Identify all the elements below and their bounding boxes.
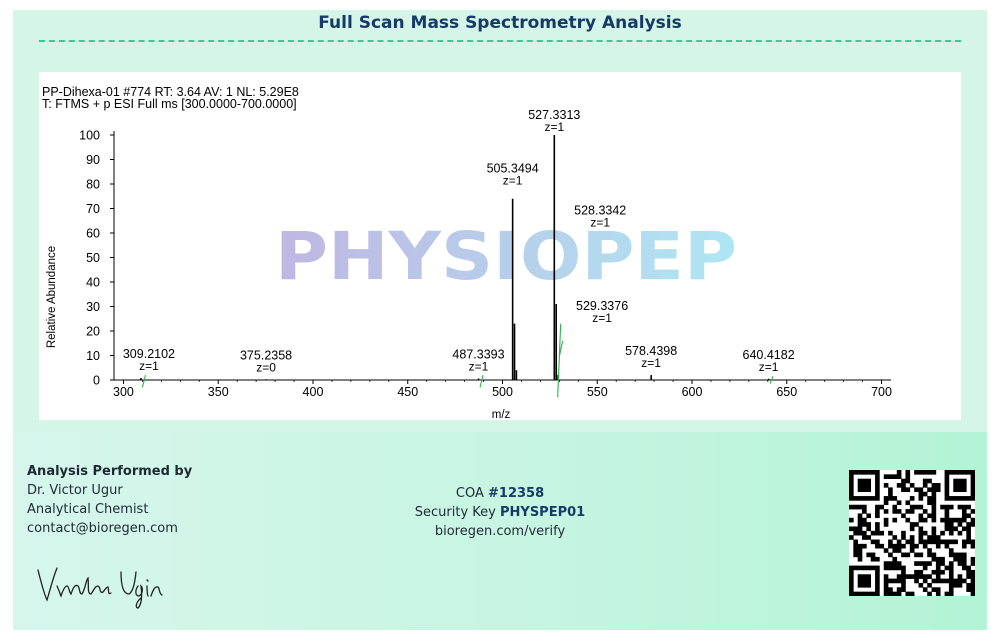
report-title: Full Scan Mass Spectrometry Analysis (318, 13, 682, 33)
coa-number: #12358 (488, 486, 545, 501)
y-tick-label: 0 (93, 374, 100, 388)
coa-line: COA #12358 (350, 484, 650, 503)
y-tick-label: 30 (86, 300, 100, 314)
security-key-line: Security Key PHYSPEP01 (350, 503, 650, 522)
analyst-name: Dr. Victor Ugur (27, 483, 123, 498)
chart-header-line-2: T: FTMS + p ESI Full ms [300.0000-700.00… (42, 97, 297, 111)
report-frame: Full Scan Mass Spectrometry Analysis PP-… (13, 10, 987, 630)
analyst-heading: Analysis Performed by (27, 464, 193, 479)
analyst-email: contact@bioregen.com (27, 521, 178, 536)
x-tick-label: 550 (587, 385, 608, 399)
coa-label: COA (455, 486, 484, 501)
y-tick-label: 90 (86, 153, 100, 167)
peak-mz-label: 640.4182 (743, 348, 795, 362)
peak-charge-label: z=1 (641, 356, 661, 370)
peak-mz-label: 528.3342 (574, 203, 626, 217)
peak-charge-label: z=1 (503, 174, 523, 188)
x-tick-label: 700 (871, 385, 892, 399)
analyst-info: Analysis Performed by Dr. Victor Ugur An… (27, 462, 192, 538)
y-tick-label: 60 (86, 227, 100, 241)
coa-info: COA #12358 Security Key PHYSPEP01 bioreg… (350, 484, 650, 541)
isotope-fit-mark (557, 323, 562, 398)
physiopep-watermark: PHYSIOPEP (275, 218, 737, 295)
y-tick-label: 70 (86, 202, 100, 216)
peak-mz-label: 505.3494 (487, 162, 539, 176)
x-tick-label: 300 (113, 385, 134, 399)
peak-mz-label: 578.4398 (625, 344, 677, 358)
y-tick-label: 100 (79, 129, 100, 143)
peak-charge-label: z=1 (544, 120, 564, 134)
y-tick-label: 10 (86, 349, 100, 363)
title-divider (39, 40, 961, 42)
isotope-fit-mark (141, 374, 146, 388)
peak-charge-label: z=1 (139, 359, 159, 373)
peak-charge-label: z=1 (590, 215, 610, 229)
analyst-signature (37, 567, 163, 609)
chart-header-line-1: PP-Dihexa-01 #774 RT: 3.64 AV: 1 NL: 5.2… (42, 85, 299, 99)
peak-mz-label: 529.3376 (576, 299, 628, 313)
isotope-fit-mark (559, 340, 564, 356)
mass-spectrum-chart: PP-Dihexa-01 #774 RT: 3.64 AV: 1 NL: 5.2… (42, 85, 892, 420)
chart-y-axis-label: Relative Abundance (46, 246, 58, 348)
x-tick-label: 450 (397, 385, 418, 399)
peak-charge-label: z=1 (759, 360, 779, 374)
peak-charge-label: z=1 (469, 360, 489, 374)
y-tick-label: 80 (86, 178, 100, 192)
isotope-fit-mark (769, 376, 774, 384)
report-header-area: Full Scan Mass Spectrometry Analysis PP-… (13, 10, 987, 432)
y-tick-label: 40 (86, 276, 100, 290)
x-tick-label: 500 (492, 385, 513, 399)
security-key-label: Security Key (414, 505, 496, 520)
peak-mz-label: 487.3393 (452, 348, 504, 362)
isotope-fit-mark (479, 374, 484, 388)
report-footer: Analysis Performed by Dr. Victor Ugur An… (13, 432, 987, 630)
y-tick-label: 20 (86, 325, 100, 339)
chart-x-axis-label: m/z (492, 409, 511, 420)
peak-charge-label: z=0 (256, 360, 276, 374)
spectrum-panel: PP-Dihexa-01 #774 RT: 3.64 AV: 1 NL: 5.2… (39, 72, 961, 420)
x-tick-label: 400 (303, 385, 324, 399)
x-tick-label: 350 (208, 385, 229, 399)
security-key-value: PHYSPEP01 (500, 505, 586, 520)
x-tick-label: 650 (776, 385, 797, 399)
analyst-role: Analytical Chemist (27, 502, 149, 517)
verify-link[interactable]: bioregen.com/verify (434, 524, 566, 539)
y-tick-label: 50 (86, 251, 100, 265)
peak-mz-label: 375.2358 (240, 348, 292, 362)
peak-mz-label: 527.3313 (528, 108, 580, 122)
peak-mz-label: 309.2102 (123, 347, 175, 361)
x-tick-label: 600 (682, 385, 703, 399)
peak-charge-label: z=1 (592, 311, 612, 325)
qr-code-icon[interactable] (849, 470, 975, 596)
